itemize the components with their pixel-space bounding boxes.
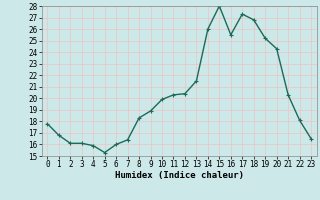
X-axis label: Humidex (Indice chaleur): Humidex (Indice chaleur) <box>115 171 244 180</box>
